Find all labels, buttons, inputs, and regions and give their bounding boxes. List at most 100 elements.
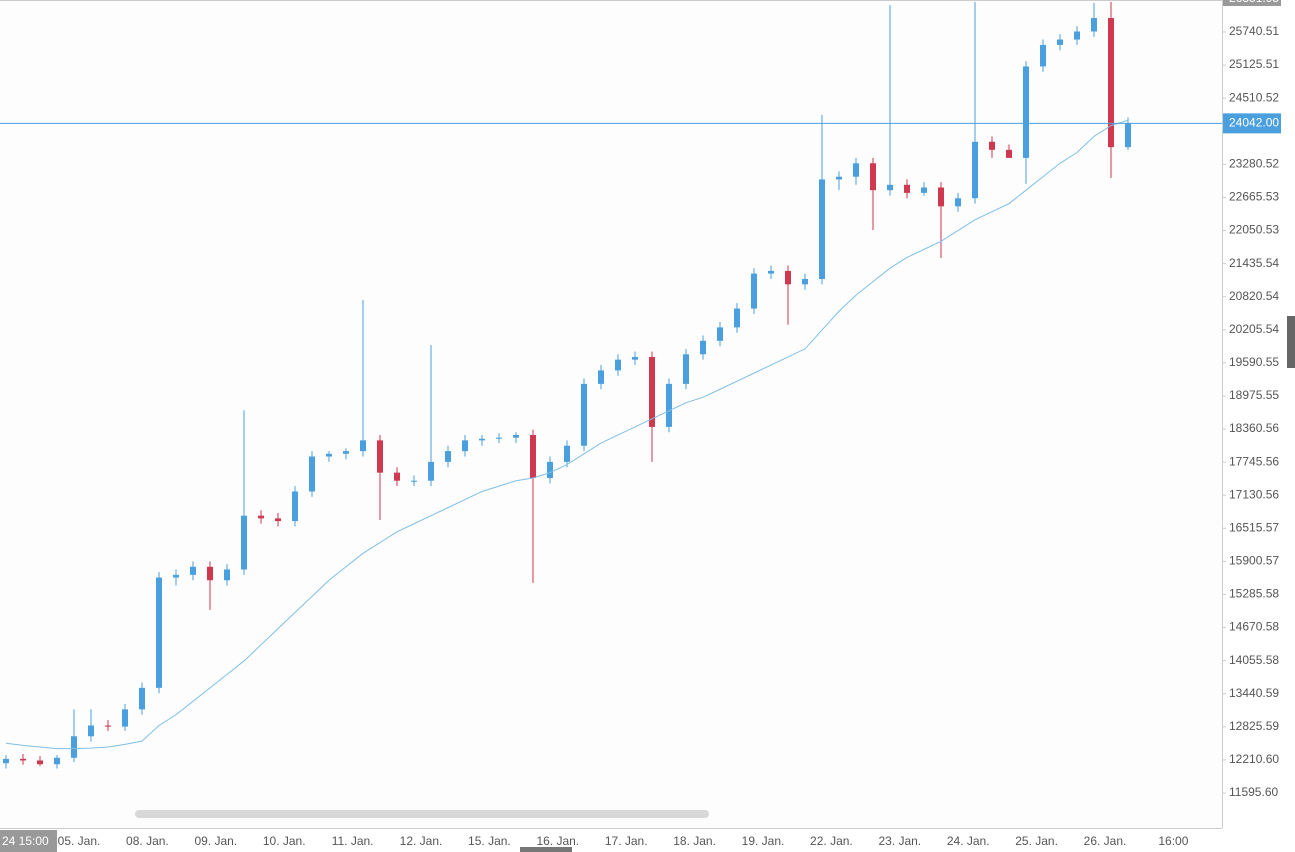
candle-body xyxy=(139,687,145,710)
candle-body xyxy=(496,437,502,439)
y-tick-label: 17745.56 xyxy=(1229,454,1279,468)
y-tick-label: 23280.52 xyxy=(1229,157,1279,171)
candle-body xyxy=(921,187,927,193)
candle-body xyxy=(1125,123,1131,148)
x-tick-label: 10. Jan. xyxy=(263,834,306,848)
y-tick-label: 15900.57 xyxy=(1229,554,1279,568)
candle-body xyxy=(71,736,77,758)
y-tick-label: 25125.51 xyxy=(1229,57,1279,71)
y-tick-label: 11595.60 xyxy=(1229,785,1278,799)
candle-body xyxy=(513,434,519,438)
y-tick-label: 20820.54 xyxy=(1229,289,1279,303)
candle-body xyxy=(360,440,366,452)
moving-average xyxy=(5,119,1129,750)
candle-body xyxy=(343,451,349,454)
candle-body xyxy=(615,359,621,371)
candle-body xyxy=(190,566,196,575)
candle-body xyxy=(105,725,111,727)
x-tick-label: 05. Jan. xyxy=(58,834,101,848)
candle-body xyxy=(54,757,60,765)
candle-body xyxy=(1108,18,1114,148)
candle-body xyxy=(411,480,417,482)
y-tick-label: 25740.51 xyxy=(1229,24,1279,38)
current-price-box xyxy=(1223,113,1281,134)
y-tick-label: 22050.53 xyxy=(1229,223,1279,237)
x-tick-label: 16. Jan. xyxy=(536,834,579,848)
candle-body xyxy=(1057,39,1063,45)
candle-body xyxy=(1023,66,1029,158)
candle-body xyxy=(258,515,264,519)
candle-body xyxy=(241,515,247,570)
y-tick-label: 12210.60 xyxy=(1229,752,1279,766)
candle-body xyxy=(1074,31,1080,40)
candle-body xyxy=(88,725,94,737)
candle-body xyxy=(836,176,842,180)
candle-body xyxy=(683,354,689,384)
candle-body xyxy=(581,383,587,446)
candle-body xyxy=(1006,149,1012,158)
candle-body xyxy=(938,187,944,207)
candle-body xyxy=(751,273,757,309)
candle-body xyxy=(37,760,43,765)
candle-body xyxy=(1040,44,1046,67)
x-tick-label: 17. Jan. xyxy=(605,834,648,848)
x-tick-label: 08. Jan. xyxy=(126,834,169,848)
candle-body xyxy=(870,163,876,191)
candle-body xyxy=(309,456,315,492)
x-tick-label: 15. Jan. xyxy=(468,834,511,848)
candle-body xyxy=(598,370,604,384)
y-tick-label: 13440.59 xyxy=(1229,686,1279,700)
candle-body xyxy=(972,141,978,199)
scroll-thumb[interactable] xyxy=(520,847,572,852)
candle-body xyxy=(173,574,179,578)
x-tick-label: 22. Jan. xyxy=(810,834,853,848)
candle-body xyxy=(989,141,995,150)
scrollbar[interactable] xyxy=(135,810,709,818)
candle-body xyxy=(734,308,740,328)
candle-body xyxy=(547,461,553,479)
candle-body xyxy=(377,440,383,473)
y-tick-label: 14055.58 xyxy=(1229,653,1279,667)
y-tick-label: 24510.52 xyxy=(1229,90,1279,104)
candle-body xyxy=(275,518,281,522)
top-price-box xyxy=(1223,0,1281,6)
candle-body xyxy=(20,758,26,761)
candle-body xyxy=(700,340,706,355)
y-tick-label: 14670.58 xyxy=(1229,620,1279,634)
candle-body xyxy=(819,179,825,279)
x-tick-label: 16:00 xyxy=(1158,834,1188,848)
candle-body xyxy=(955,198,961,207)
candle-body xyxy=(394,472,400,481)
x-tick-label: 19. Jan. xyxy=(742,834,785,848)
candle-body xyxy=(904,184,910,193)
y-tick-label: 12825.59 xyxy=(1229,719,1279,733)
candle-body xyxy=(224,569,230,581)
candle-body xyxy=(428,461,434,481)
candle-body xyxy=(717,327,723,341)
candle-body xyxy=(887,184,893,191)
y-tick-label: 21435.54 xyxy=(1229,256,1279,270)
candle-body xyxy=(768,270,774,274)
candle-body xyxy=(479,438,485,441)
candle-body xyxy=(530,434,536,479)
candle-body xyxy=(1091,18,1097,32)
side-toggle[interactable] xyxy=(1287,316,1295,368)
y-tick-label: 18975.55 xyxy=(1229,388,1279,402)
x-tick-label: 24 15:00 xyxy=(2,834,49,848)
plot-area xyxy=(0,0,1222,828)
candle-body xyxy=(802,278,808,285)
candle-body xyxy=(564,445,570,462)
x-label-box xyxy=(0,830,57,852)
candle-body xyxy=(462,440,468,452)
candle-body xyxy=(632,356,638,360)
y-tick-label: 20205.54 xyxy=(1229,322,1279,336)
candle-body xyxy=(326,453,332,457)
y-tick-label: 16515.57 xyxy=(1229,520,1279,534)
candle-body xyxy=(156,577,162,688)
candle-body xyxy=(3,758,9,764)
candle-body xyxy=(853,163,859,177)
y-tick-label: 17130.56 xyxy=(1229,487,1279,501)
x-tick-label: 09. Jan. xyxy=(194,834,237,848)
